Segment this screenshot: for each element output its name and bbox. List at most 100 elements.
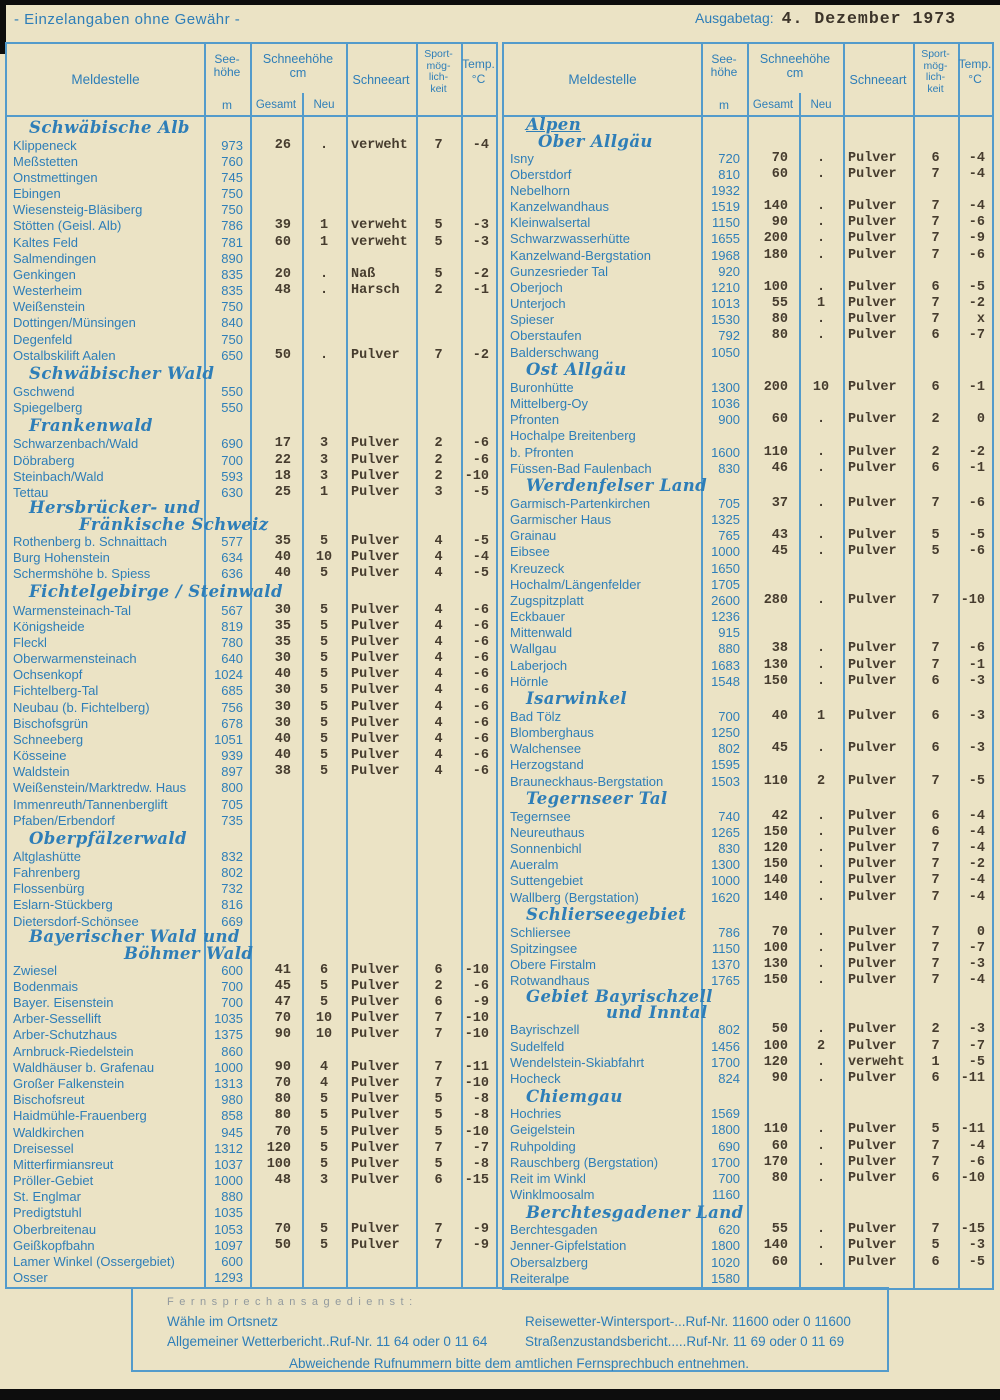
header-gesamt: Gesamt xyxy=(255,99,297,111)
sport-rating: 7 xyxy=(434,1221,443,1237)
station-name: Haidmühle-Frauenberg xyxy=(13,1108,147,1124)
snow-new-cm: 2 xyxy=(816,1038,826,1054)
column-divider-gesamt-neu xyxy=(799,93,801,115)
snow-new-cm: . xyxy=(816,1254,826,1270)
station-row: Meßstetten 760 xyxy=(7,153,496,169)
issue-date-block: Ausgabetag: 4. Dezember 1973 xyxy=(695,9,956,28)
snow-type: Naß xyxy=(351,266,376,282)
snow-new-cm: . xyxy=(816,1222,826,1238)
station-name: Obere Firstalm xyxy=(510,957,596,973)
station-row: Hochalm/Längenfelder 1705 xyxy=(504,576,992,592)
column-divider xyxy=(416,117,418,1287)
snow-total-cm: 55 xyxy=(771,296,788,312)
table-rows: Alpen Ober Allgäu Isny 720 70. Pulver 6 -4 Obers… xyxy=(504,117,992,1286)
snow-type: Pulver xyxy=(351,715,400,731)
snow-new-cm: . xyxy=(816,460,826,476)
snow-new-cm: . xyxy=(816,247,826,263)
snow-type: Pulver xyxy=(848,1170,897,1186)
snow-type: Pulver xyxy=(848,328,897,344)
table-header: Meldestelle See- höhe m Schneehöhe cm Ge… xyxy=(7,44,496,117)
elevation-m: 1051 xyxy=(214,731,243,747)
sport-rating: 4 xyxy=(434,566,443,582)
snow-new-cm: 5 xyxy=(319,634,329,650)
station-row: Zwiesel 600 41 6 Pulver 6 -10 xyxy=(7,962,496,978)
station-row: Wallberg (Bergstation) 1620 140. Pulver 7 -4 xyxy=(504,889,992,905)
station-name: Eslarn-Stückberg xyxy=(13,897,113,913)
header-label: lich- xyxy=(925,71,946,83)
sport-rating: 4 xyxy=(434,634,443,650)
snow-new-cm: 10 xyxy=(315,1027,333,1043)
temperature-c: -5 xyxy=(472,566,489,582)
snow-new-cm: . xyxy=(816,957,826,973)
sport-rating: 5 xyxy=(931,544,940,560)
temperature-c: -3 xyxy=(968,708,985,724)
station-name: Spiegelberg xyxy=(13,400,83,416)
snow-new-cm: . xyxy=(816,673,826,689)
section-heading-line: Bayerischer Wald und xyxy=(29,927,240,947)
sport-rating: 5 xyxy=(434,218,443,234)
snow-total-cm: 70 xyxy=(274,1076,291,1091)
column-divider xyxy=(204,117,206,1287)
elevation-m: 920 xyxy=(718,263,740,279)
sport-rating: 7 xyxy=(931,657,940,673)
station-name: Weißenstein xyxy=(13,299,86,315)
snow-type: Pulver xyxy=(351,764,400,780)
elevation-m: 732 xyxy=(221,881,243,897)
station-name: Kleinwalsertal xyxy=(510,215,591,231)
temperature-c: -3 xyxy=(472,234,489,250)
snow-type: Pulver xyxy=(351,634,400,650)
station-row: Pröller-Gebiet 1000 48 3 Pulver 6 -15 xyxy=(7,1172,496,1188)
snow-type: Pulver xyxy=(848,1254,897,1270)
sport-rating: 7 xyxy=(931,873,940,889)
temperature-c: -6 xyxy=(968,1154,985,1170)
snow-new-cm: 5 xyxy=(319,618,329,634)
station-row: Klippeneck 973 26. verweht 7 -4 xyxy=(7,137,496,153)
station-name: Ochsenkopf xyxy=(13,667,83,683)
snow-total-cm: 80 xyxy=(274,1108,291,1124)
sport-rating: 5 xyxy=(434,1092,443,1108)
snow-new-cm: 5 xyxy=(319,1124,329,1140)
station-name: Ebingen xyxy=(13,186,61,202)
temperature-c: -6 xyxy=(472,978,489,994)
snow-total-cm: 170 xyxy=(763,1154,788,1170)
elevation-m: 700 xyxy=(221,995,243,1011)
snow-type: Pulver xyxy=(351,1059,400,1075)
snow-type: Pulver xyxy=(848,841,897,857)
station-name: Schwarzwasserhütte xyxy=(510,231,630,247)
station-row: Spiegelberg 550 xyxy=(7,400,496,416)
section-heading-line: Tegernseer Tal xyxy=(526,789,668,809)
elevation-m: 1313 xyxy=(214,1076,243,1091)
station-row: Warmensteinach-Tal 567 30 5 Pulver 4 -6 xyxy=(7,602,496,618)
station-name: Laberjoch xyxy=(510,657,568,673)
station-name: Döbraberg xyxy=(13,452,75,468)
column-divider xyxy=(843,44,845,115)
temperature-c: -1 xyxy=(472,283,489,299)
elevation-m: 1519 xyxy=(711,199,740,215)
snow-type: Harsch xyxy=(351,283,400,299)
elevation-m: 550 xyxy=(221,383,243,399)
elevation-m: 750 xyxy=(221,331,243,347)
snow-type: Pulver xyxy=(848,495,897,511)
snow-type: Pulver xyxy=(848,657,897,673)
elevation-m: 600 xyxy=(221,1253,243,1269)
station-name: Waldstein xyxy=(13,764,70,780)
snow-type: Pulver xyxy=(848,857,897,873)
snow-new-cm: 3 xyxy=(319,452,329,468)
snow-new-cm: 5 xyxy=(319,1140,329,1156)
station-row: Westerheim 835 48. Harsch 2 -1 xyxy=(7,283,496,299)
header-gesamt: Gesamt xyxy=(752,99,794,111)
snow-type: Pulver xyxy=(351,534,400,550)
snow-new-cm: . xyxy=(816,641,826,657)
station-name: Großer Falkenstein xyxy=(13,1076,125,1091)
station-row: Aueralm 1300 150. Pulver 7 -2 xyxy=(504,857,992,873)
station-row: Onstmettingen 745 xyxy=(7,169,496,185)
snow-type: Pulver xyxy=(848,1138,897,1154)
snow-new-cm: 5 xyxy=(319,1221,329,1237)
temperature-c: -4 xyxy=(968,873,985,889)
snow-type: Pulver xyxy=(351,731,400,747)
temperature-c: -10 xyxy=(464,1011,489,1027)
station-name: Hörnle xyxy=(510,673,549,689)
snow-total-cm: 90 xyxy=(771,1071,788,1086)
snow-total-cm: 120 xyxy=(763,841,788,857)
snow-total-cm: 25 xyxy=(274,484,291,500)
